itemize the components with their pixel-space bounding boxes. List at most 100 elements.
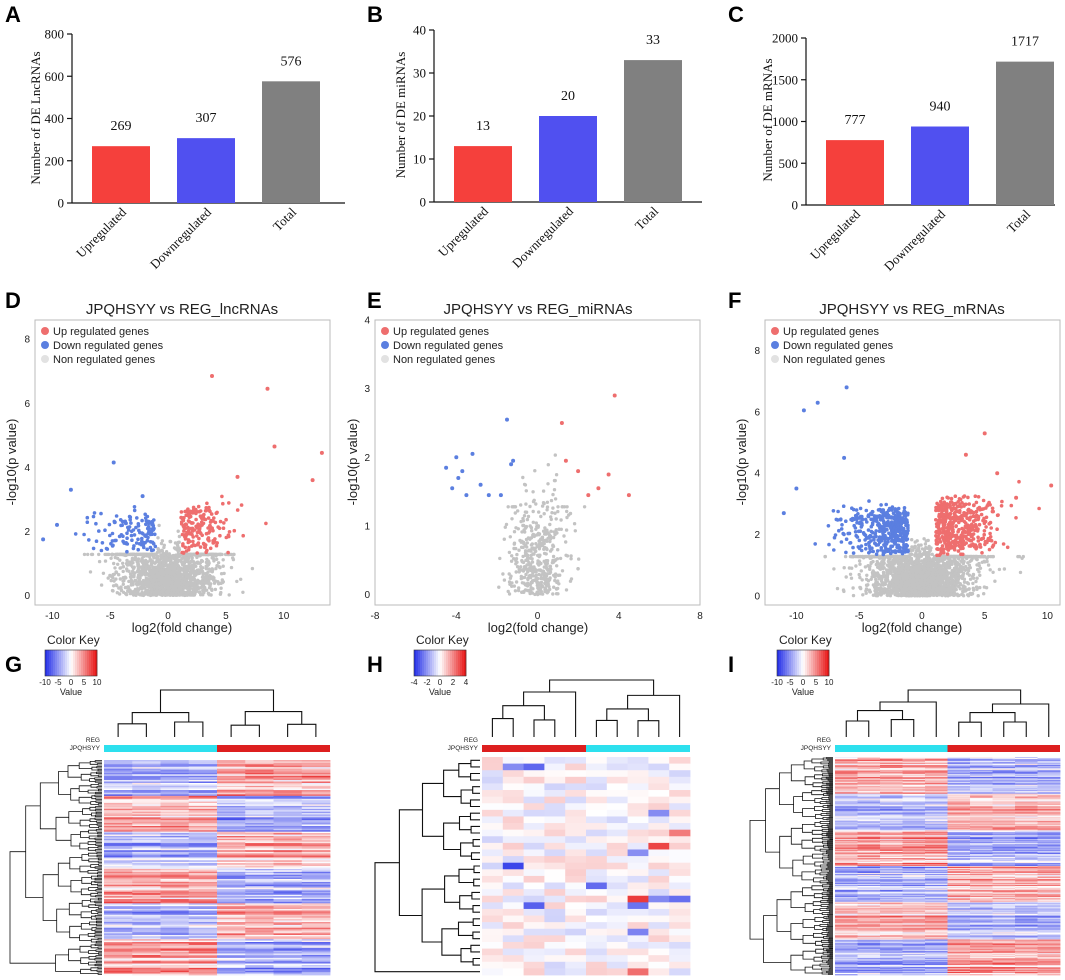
- point-up-regulated: [987, 547, 992, 552]
- panel-label-b: B: [367, 2, 383, 27]
- point-non-regulated: [548, 567, 552, 572]
- point-down-regulated: [114, 514, 119, 518]
- point-non-regulated: [902, 578, 906, 582]
- point-non-regulated: [997, 567, 1002, 572]
- bar-value-label: 307: [196, 111, 217, 126]
- point-non-regulated: [150, 561, 154, 565]
- point-non-regulated: [858, 585, 862, 590]
- point-non-regulated: [504, 522, 509, 527]
- point-non-regulated: [526, 570, 530, 574]
- point-non-regulated: [212, 581, 217, 585]
- point-non-regulated: [176, 581, 180, 586]
- point-down-regulated: [99, 548, 104, 553]
- bar-upregulated: [826, 140, 884, 205]
- point-non-regulated: [149, 552, 153, 557]
- legend-up-marker: [41, 327, 49, 335]
- point-non-regulated: [148, 592, 153, 597]
- y-axis-label: Number of DE mRNAs: [760, 58, 775, 181]
- point-non-regulated: [894, 554, 898, 559]
- point-non-regulated: [142, 567, 147, 571]
- point-non-regulated: [121, 561, 125, 565]
- point-non-regulated: [1016, 554, 1020, 559]
- point-non-regulated: [188, 586, 192, 590]
- point-non-regulated: [522, 567, 526, 572]
- point-non-regulated: [204, 564, 208, 568]
- point-non-regulated: [894, 589, 898, 593]
- point-non-regulated: [536, 582, 541, 586]
- bar-downregulated: [539, 116, 597, 202]
- x-category-label: Total: [632, 203, 662, 233]
- point-non-regulated: [176, 547, 181, 551]
- point-non-regulated: [177, 534, 182, 539]
- point-non-regulated: [961, 590, 965, 594]
- point-up-regulated: [987, 522, 991, 526]
- bar-value-label: 777: [845, 113, 866, 128]
- point-non-regulated: [537, 554, 541, 559]
- point-down-regulated: [444, 465, 449, 470]
- point-non-regulated: [859, 569, 863, 573]
- point-non-regulated: [960, 560, 965, 564]
- point-up-regulated: [180, 550, 184, 555]
- point-non-regulated: [195, 555, 199, 560]
- point-non-regulated: [858, 562, 862, 566]
- point-non-regulated: [144, 576, 148, 580]
- point-up-regulated: [218, 533, 222, 538]
- point-non-regulated: [211, 578, 216, 582]
- point-non-regulated: [823, 554, 827, 559]
- point-non-regulated: [187, 552, 192, 557]
- point-down-regulated: [135, 516, 139, 520]
- point-non-regulated: [550, 511, 554, 515]
- point-up-regulated: [974, 500, 979, 505]
- panel-label-g: G: [5, 652, 22, 677]
- point-down-regulated: [140, 494, 145, 499]
- y-axis-label: -log10(p value): [734, 419, 749, 506]
- point-down-regulated: [505, 417, 509, 422]
- point-non-regulated: [516, 509, 520, 513]
- point-non-regulated: [514, 580, 519, 584]
- point-up-regulated: [208, 527, 212, 531]
- point-non-regulated: [553, 575, 557, 579]
- point-non-regulated: [136, 567, 140, 571]
- point-non-regulated: [160, 556, 165, 560]
- point-non-regulated: [188, 572, 192, 576]
- point-non-regulated: [532, 534, 536, 539]
- point-up-regulated: [215, 510, 219, 515]
- point-non-regulated: [874, 577, 878, 582]
- point-non-regulated: [123, 585, 128, 590]
- point-non-regulated: [520, 590, 524, 594]
- point-non-regulated: [132, 589, 137, 594]
- point-non-regulated: [192, 581, 197, 585]
- point-down-regulated: [92, 511, 97, 515]
- point-non-regulated: [942, 586, 946, 591]
- y-tick-label: 8: [24, 335, 30, 346]
- point-non-regulated: [866, 583, 870, 587]
- point-non-regulated: [985, 556, 989, 560]
- point-up-regulated: [187, 519, 192, 524]
- point-down-regulated: [127, 514, 132, 519]
- point-non-regulated: [564, 528, 569, 532]
- point-non-regulated: [851, 586, 855, 590]
- point-non-regulated: [498, 556, 502, 561]
- point-up-regulated: [1000, 499, 1004, 504]
- x-tick-label: -8: [371, 611, 380, 622]
- point-non-regulated: [522, 514, 527, 518]
- point-non-regulated: [544, 588, 548, 592]
- point-non-regulated: [132, 565, 136, 569]
- point-non-regulated: [558, 556, 563, 561]
- point-non-regulated: [163, 560, 167, 564]
- point-down-regulated: [460, 469, 465, 474]
- point-non-regulated: [97, 559, 102, 564]
- point-up-regulated: [973, 494, 978, 499]
- point-non-regulated: [136, 575, 140, 580]
- point-non-regulated: [966, 561, 970, 565]
- point-up-regulated: [1009, 503, 1014, 508]
- point-non-regulated: [945, 566, 950, 570]
- x-tick-label: 0: [919, 611, 925, 622]
- point-non-regulated: [576, 567, 580, 571]
- point-down-regulated: [111, 460, 116, 465]
- point-non-regulated: [201, 583, 206, 587]
- point-non-regulated: [200, 569, 205, 574]
- point-down-regulated: [140, 531, 144, 535]
- point-non-regulated: [220, 578, 224, 582]
